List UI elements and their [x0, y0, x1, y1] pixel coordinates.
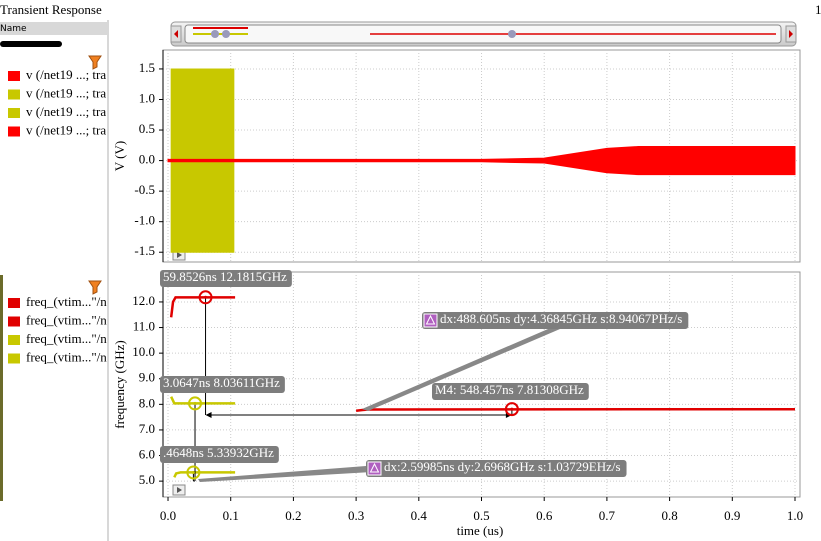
y-tick-label: -0.5 — [134, 182, 155, 197]
x-tick-label: 0.0 — [160, 508, 176, 523]
legend-swatch — [8, 108, 20, 118]
marker — [198, 290, 213, 305]
y-axis-label: frequency (GHz) — [112, 340, 127, 428]
y-tick-label: 8.0 — [139, 395, 155, 410]
left-panel: Name v (/net19 ...; tra v (/net19 ...; tr… — [0, 22, 113, 501]
x-tick-label: 0.4 — [411, 508, 428, 523]
y-tick-label: 0.5 — [139, 121, 155, 136]
delta-leader — [198, 466, 372, 482]
filter-icon[interactable] — [88, 55, 102, 70]
marker-label: 59.8526ns 12.1815GHz — [163, 269, 287, 284]
expand-arrow — [177, 252, 182, 258]
x-tick-label: 1.0 — [787, 508, 803, 523]
legend-label: freq_(vtim..."/ne — [26, 312, 113, 327]
expand-arrow — [177, 487, 182, 493]
legend-label: freq_(vtim..."/ne — [26, 294, 113, 309]
signal-envelope — [167, 146, 796, 176]
marker-dot — [193, 401, 197, 405]
delta-icon-glyph — [425, 314, 436, 325]
y-tick-label: -1.5 — [134, 243, 155, 258]
legend-label: freq_(vtim..."/ne — [26, 349, 113, 364]
x-tick-label: 0.6 — [536, 508, 553, 523]
y-tick-label: 10.0 — [132, 344, 155, 359]
legend-swatch — [8, 316, 20, 327]
y-axis-label: V (V) — [112, 141, 127, 171]
legend-label: v (/net19 ...; tra — [26, 104, 106, 119]
column-header: Name — [0, 24, 27, 34]
legend-swatch — [8, 126, 20, 137]
y-tick-label: 6.0 — [139, 447, 155, 462]
marker-dot — [510, 407, 514, 411]
marker-dot — [191, 470, 195, 474]
delta-label-box — [422, 312, 689, 329]
y-tick-label: 5.0 — [139, 472, 155, 487]
marker-dot — [204, 295, 208, 299]
marker-label-box — [160, 270, 292, 287]
header-bar — [0, 22, 107, 35]
signal-line — [170, 396, 236, 405]
x-tick-label: 0.9 — [724, 508, 740, 523]
marker — [504, 402, 519, 417]
legend-swatch — [8, 298, 20, 308]
legend-label: freq_(vtim..."/ne — [26, 331, 113, 346]
x-tick-label: 0.5 — [473, 508, 489, 523]
legend-label: v (/net19 ...; tra — [26, 67, 106, 82]
legend-swatch — [8, 71, 20, 81]
legend-label: v (/net19 ...; tra — [26, 85, 106, 100]
y-tick-label: 0.0 — [139, 152, 155, 167]
navigation-bar[interactable] — [170, 21, 797, 47]
legend-swatch — [8, 335, 20, 345]
y-tick-label: 11.0 — [133, 319, 155, 334]
y-tick-label: 7.0 — [139, 421, 155, 436]
delta-label-box — [366, 460, 627, 477]
marker-label: M4: 548.457ns 7.81308GHz — [435, 382, 584, 397]
y-tick-label: -1.0 — [134, 213, 155, 228]
y-tick-label: 9.0 — [139, 370, 155, 385]
redacted-bar — [0, 41, 62, 47]
y-tick-label: 12.0 — [132, 293, 155, 308]
x-tick-label: 0.8 — [661, 508, 677, 523]
y-tick-label: 1.0 — [139, 90, 155, 105]
delta-label: dx:488.605ns dy:4.36845GHz s:8.94067PHz/… — [440, 311, 682, 326]
marker-label-box — [432, 383, 589, 400]
marker — [186, 465, 201, 480]
signal-line — [173, 471, 236, 478]
x-tick-label: 0.2 — [285, 508, 301, 523]
filter-icon[interactable] — [88, 280, 102, 295]
delta-icon-glyph — [369, 462, 380, 473]
y-tick-label: 1.5 — [139, 60, 155, 75]
legend-swatch — [8, 89, 20, 100]
x-tick-label: 0.1 — [223, 508, 239, 523]
delta-leader — [362, 329, 560, 411]
x-tick-label: 0.7 — [599, 508, 616, 523]
marker — [188, 396, 203, 411]
x-tick-label: 0.3 — [348, 508, 364, 523]
delta-label: dx:2.59985ns dy:2.6968GHz s:1.03729EHz/s — [384, 459, 621, 474]
marker-label: .4648ns 5.33932GHz — [163, 445, 274, 460]
x-axis-label: time (us) — [457, 523, 504, 538]
marker-label-box — [160, 446, 279, 463]
marker-label-box — [160, 376, 285, 393]
marker-label: 3.0647ns 8.03611GHz — [163, 375, 280, 390]
group-border — [0, 275, 3, 501]
page-number: 1 — [815, 2, 821, 17]
legend-swatch — [8, 353, 20, 364]
legend-label: v (/net19 ...; tra — [26, 122, 106, 137]
window-title: Transient Response — [0, 2, 102, 17]
